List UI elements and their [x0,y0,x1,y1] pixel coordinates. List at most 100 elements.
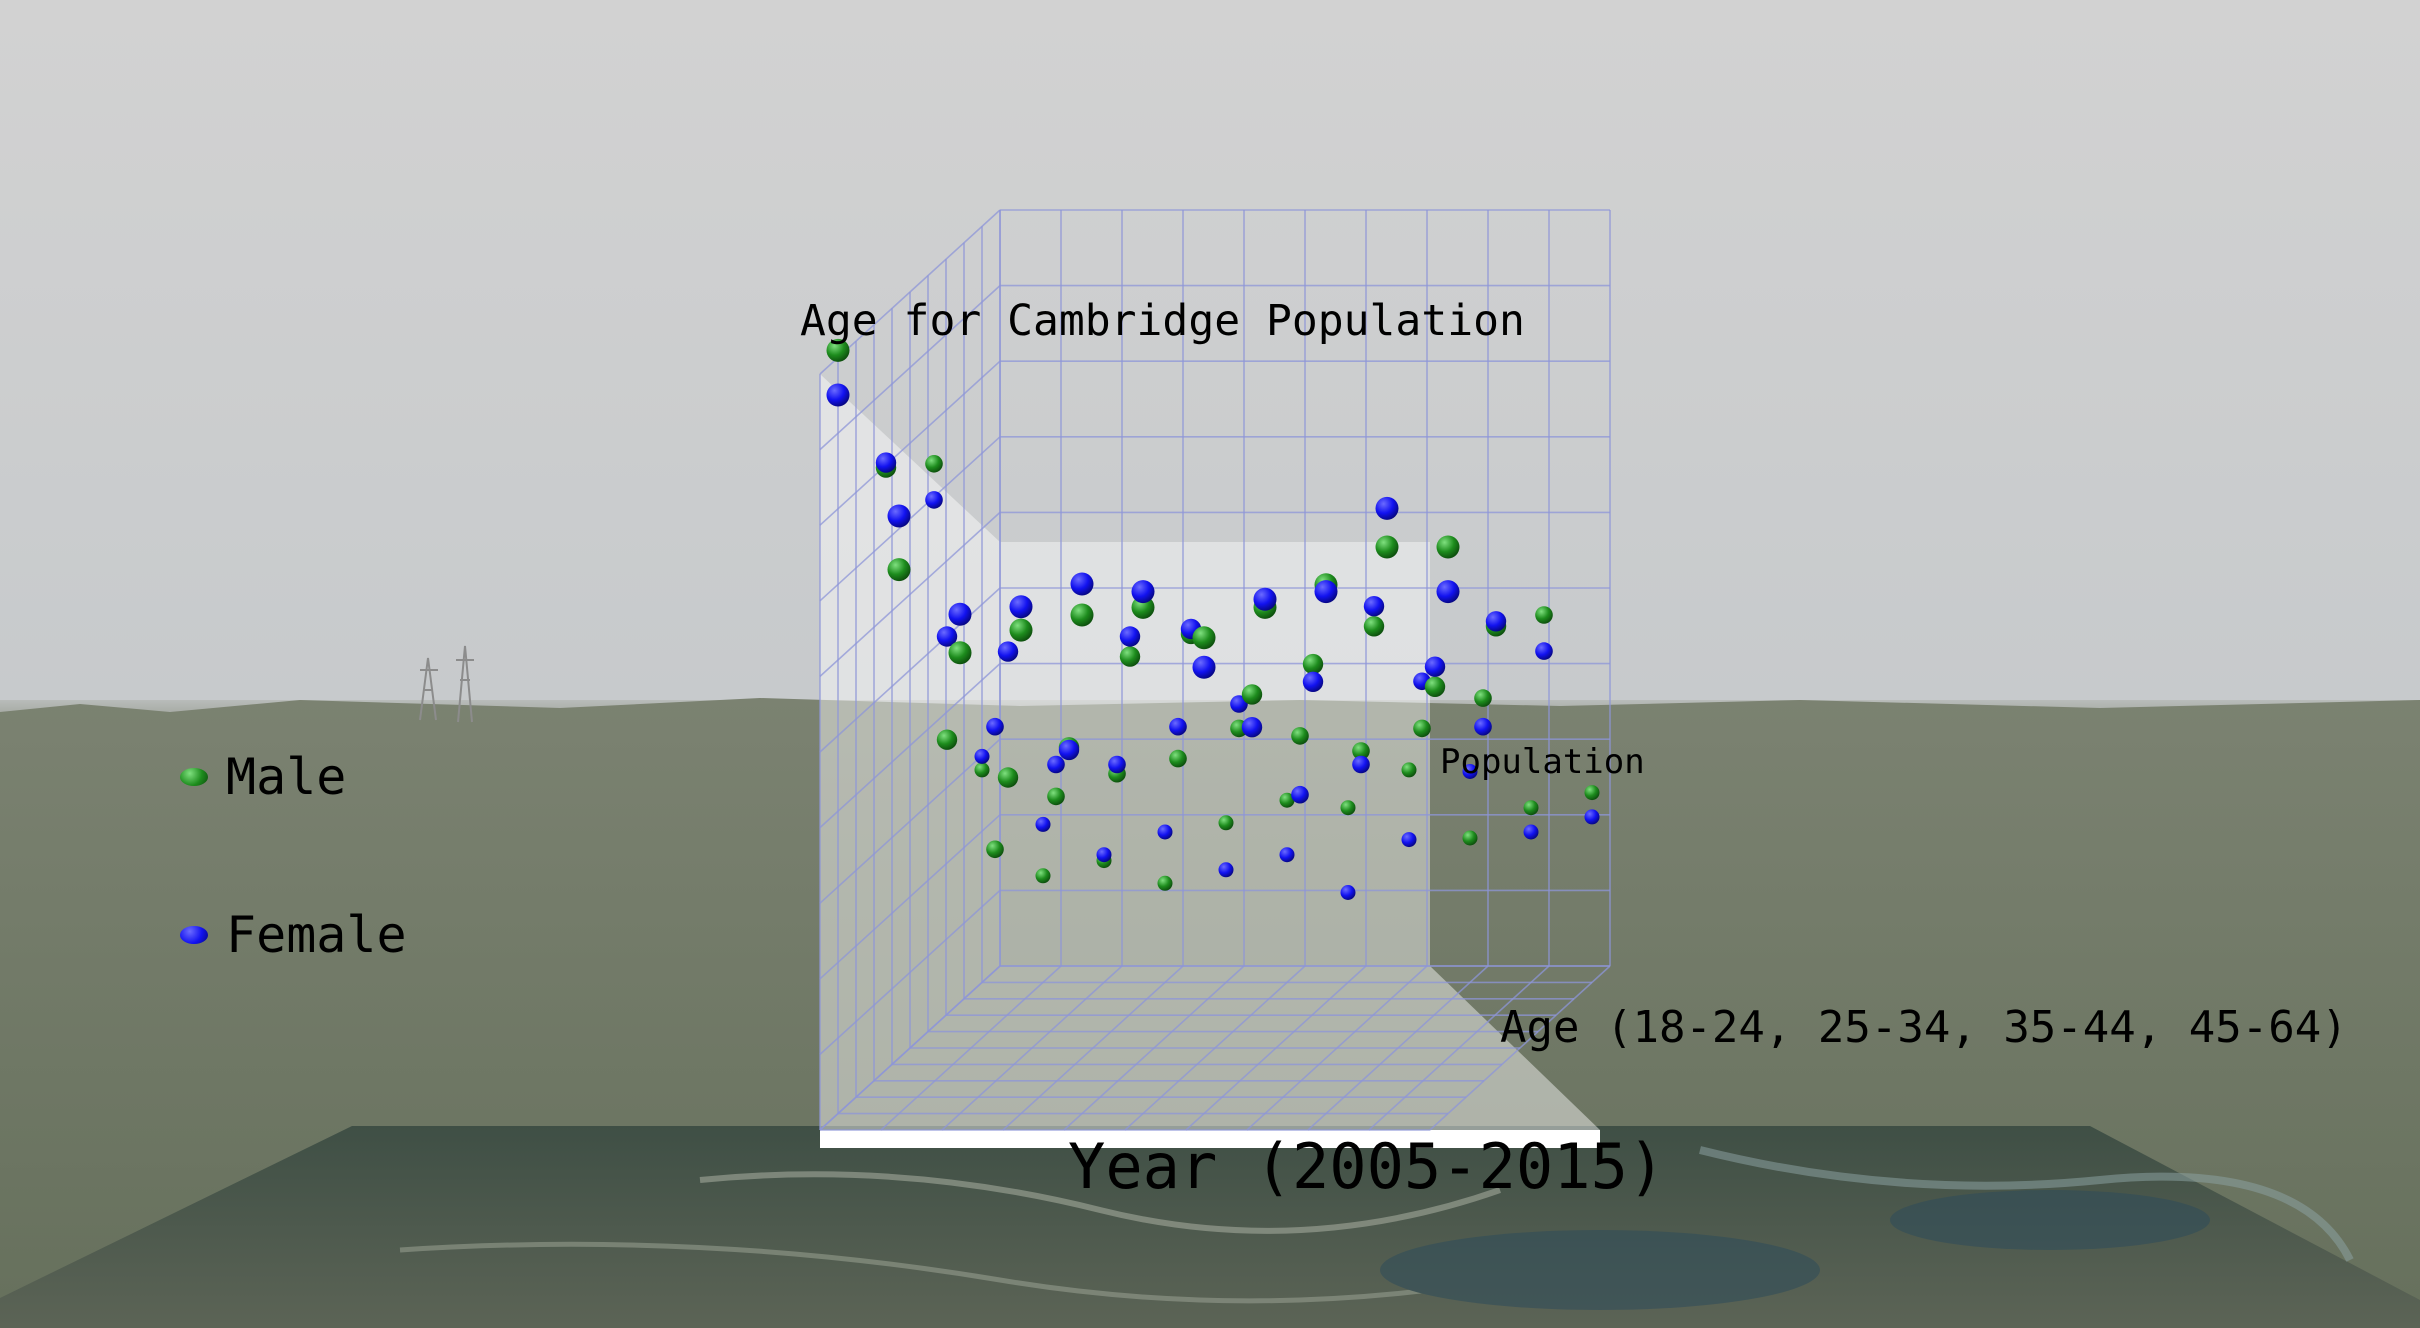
data-point-female [1485,611,1507,632]
data-point-female [1584,809,1600,825]
data-point-female [1462,764,1478,779]
data-point-female [1169,717,1187,736]
data-point-female [1340,885,1356,900]
data-point-female [1352,755,1370,774]
left-wall-gridline [819,360,1001,526]
data-point-female [887,504,911,528]
data-point-female [1363,596,1385,617]
data-point-male [1352,742,1370,760]
data-point-male [1070,603,1094,627]
z-axis-label: Age (18-24, 25-34, 35-44, 45-64) [1500,1002,2348,1053]
data-point-female [1047,755,1065,774]
data-point-female [1131,580,1155,604]
data-point-female [1253,587,1277,611]
data-point-female [1009,595,1033,619]
floor-gridline [1246,965,1428,1131]
data-point-male [997,767,1019,788]
data-point-male [1413,719,1431,738]
data-point-male [1291,727,1309,745]
data-point-female [1424,656,1446,677]
legend-item-female: Female [180,906,407,964]
data-point-female [1302,671,1324,692]
data-point-male [887,558,911,582]
data-point-male [1401,762,1417,778]
data-point-female [1070,572,1094,596]
map-texture [399,1146,2354,1310]
data-point-male [1279,792,1295,808]
floor-gridline [1307,965,1489,1131]
data-point-female [1523,824,1539,840]
female-swatch-icon [180,926,208,944]
data-point-female [1119,626,1141,647]
data-point-male [1047,787,1065,806]
data-point-male [1340,800,1356,816]
data-point-female [1474,717,1492,736]
data-point-male [1375,535,1399,559]
data-point-male [1363,616,1385,637]
data-point-male [1302,653,1324,675]
legend-item-male: Male [180,748,346,806]
y-axis-label: Population [1440,742,1645,782]
data-point-female [974,748,990,764]
data-point-male [1523,800,1539,816]
data-point-female [1096,847,1112,863]
sky-background [0,0,2420,700]
data-point-male [948,641,972,665]
data-point-male [925,455,943,473]
floor-gridline [1429,965,1611,1131]
data-point-male [974,762,990,778]
data-point-female [948,602,972,626]
power-tower-icon [419,645,474,723]
data-point-female [986,717,1004,736]
data-point-male [826,338,850,362]
data-point-female [1314,580,1338,604]
data-point-male [1462,830,1478,846]
data-point-female [997,641,1019,662]
data-point-female [1035,816,1051,832]
data-point-female [1241,717,1263,738]
data-point-female [1218,862,1234,878]
data-point-male [1169,749,1187,768]
data-point-female [1401,832,1417,848]
chart-title: Age for Cambridge Population [800,296,1525,346]
data-point-female [1108,755,1126,774]
legend-label-female: Female [226,906,407,964]
data-point-male [1535,606,1553,624]
data-point-male [1424,676,1446,697]
data-point-female [1436,580,1460,604]
data-point-male [1241,684,1263,705]
data-point-male [936,729,958,750]
data-point-male [1584,785,1600,801]
male-swatch-icon [180,768,208,786]
data-point-male [1035,868,1051,884]
floor-gridline [1368,965,1550,1131]
data-point-female [936,626,958,647]
data-point-male [1157,875,1173,891]
data-point-female [1279,847,1295,863]
data-point-female [1291,785,1309,804]
data-point-female [875,452,897,473]
floor-edge [820,1130,1600,1148]
data-point-female [826,383,850,407]
data-point-male [986,840,1004,859]
data-point-female [1535,642,1553,660]
data-point-female [1192,655,1216,679]
data-point-male [1436,535,1460,559]
data-point-male [1474,689,1492,707]
left-wall-gridline [819,511,1001,677]
data-point-male [1119,646,1141,667]
data-point-male [1009,618,1033,642]
left-wall-gridline [819,285,1001,451]
data-point-female [1058,739,1080,761]
data-point-male [1131,595,1155,619]
legend-label-male: Male [226,748,347,806]
data-point-male [1192,626,1216,650]
data-point-female [1157,824,1173,840]
left-wall-gridline [819,209,1001,375]
data-point-male [1218,815,1234,831]
x-axis-label: Year (2005-2015) [1068,1130,1666,1203]
data-point-female [1375,496,1399,520]
floor-gridline [1185,965,1367,1131]
data-point-female [925,491,943,509]
